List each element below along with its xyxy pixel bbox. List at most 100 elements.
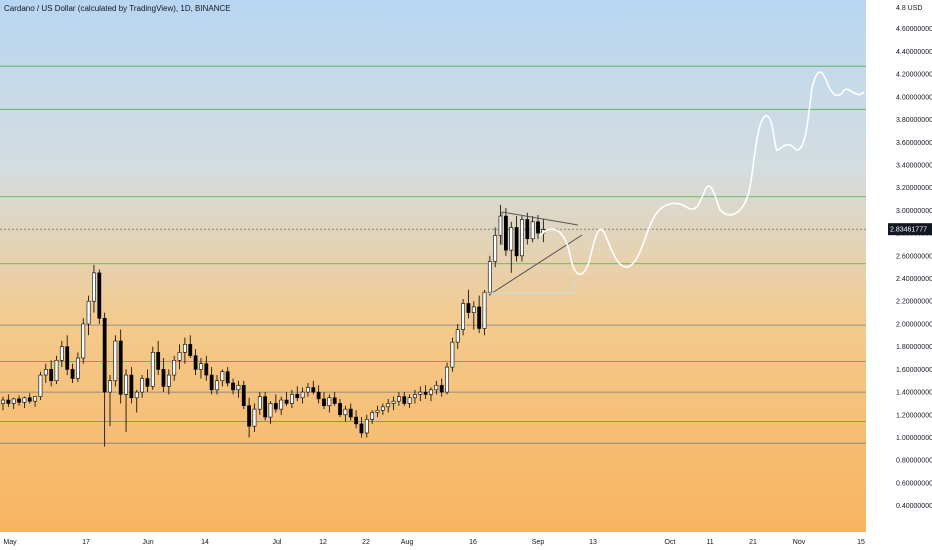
candle-body bbox=[118, 340, 123, 395]
candle-body bbox=[54, 359, 59, 382]
y-tick-label: 2.40000000 bbox=[896, 276, 932, 283]
x-tick-label: May bbox=[3, 539, 17, 546]
candle-body bbox=[17, 398, 21, 403]
candle-body bbox=[525, 219, 530, 240]
time-axis-panel[interactable] bbox=[0, 532, 866, 550]
x-tick-label: 13 bbox=[589, 539, 597, 546]
y-tick-label: 2.60000000 bbox=[896, 253, 932, 260]
candle-body bbox=[199, 363, 203, 370]
candle-body bbox=[289, 394, 294, 404]
candle-body bbox=[59, 346, 64, 361]
candle-body bbox=[172, 359, 177, 376]
candle-body bbox=[536, 221, 540, 234]
candle-body bbox=[375, 409, 380, 413]
current-price-badge bbox=[888, 223, 932, 236]
candle-body bbox=[343, 408, 348, 416]
candle-body bbox=[386, 403, 391, 408]
candle-body bbox=[188, 344, 193, 357]
candle-body bbox=[471, 306, 476, 313]
candle-body bbox=[204, 363, 209, 376]
x-tick-label: 15 bbox=[857, 539, 865, 546]
candle-body bbox=[418, 391, 423, 395]
candle-body bbox=[407, 397, 412, 404]
candle-body bbox=[450, 341, 455, 368]
candle-body bbox=[364, 419, 369, 434]
measure-line bbox=[489, 280, 575, 294]
candle-body bbox=[225, 371, 230, 384]
candle-body bbox=[354, 416, 359, 425]
y-tick-label: 3.20000000 bbox=[896, 185, 932, 192]
candle-body bbox=[338, 403, 342, 416]
candle-body bbox=[445, 366, 449, 393]
candle-body bbox=[493, 235, 498, 262]
projection-path bbox=[539, 71, 865, 275]
candle-body bbox=[236, 384, 241, 391]
candle-body bbox=[461, 303, 466, 330]
candle-body bbox=[1, 399, 5, 404]
candle-body bbox=[466, 303, 471, 313]
candle-body bbox=[514, 227, 519, 257]
candle-body bbox=[145, 378, 150, 387]
triangle-upper-line bbox=[501, 211, 579, 226]
x-tick-label: 17 bbox=[82, 539, 90, 546]
current-price-label: 2.83461777 bbox=[890, 227, 927, 234]
candle-body bbox=[6, 399, 11, 404]
x-tick-label: Aug bbox=[401, 539, 414, 546]
x-tick-label: 11 bbox=[706, 539, 713, 546]
y-tick-label: 0.80000000 bbox=[896, 458, 932, 465]
x-tick-label: Sep bbox=[532, 539, 545, 546]
x-tick-label: 16 bbox=[469, 539, 477, 546]
candle-body bbox=[215, 380, 219, 391]
candle-body bbox=[477, 306, 482, 329]
candle-body bbox=[322, 398, 326, 407]
candle-body bbox=[396, 396, 401, 402]
x-tick-label: 21 bbox=[749, 539, 757, 546]
x-tick-label: Jun bbox=[142, 539, 153, 546]
candle-body bbox=[124, 374, 128, 395]
candle-body bbox=[81, 323, 86, 359]
x-tick-label: 12 bbox=[319, 539, 327, 546]
x-tick-label: Oct bbox=[665, 539, 676, 546]
candle-body bbox=[252, 408, 257, 427]
candle-body bbox=[102, 317, 107, 393]
candle-body bbox=[380, 406, 385, 411]
x-tick-label: 22 bbox=[362, 539, 370, 546]
candle-body bbox=[150, 352, 155, 387]
triangle-lower-line bbox=[488, 234, 583, 296]
candle-body bbox=[429, 389, 433, 395]
candle-body bbox=[156, 352, 161, 370]
candle-body bbox=[503, 215, 508, 251]
candle-body bbox=[38, 374, 43, 397]
candle-body bbox=[241, 384, 246, 407]
candle-body bbox=[43, 369, 48, 376]
candle-body bbox=[108, 380, 112, 393]
candle-body bbox=[113, 340, 118, 382]
price-axis-panel[interactable] bbox=[866, 0, 932, 550]
candle-body bbox=[509, 227, 514, 251]
candle-body bbox=[284, 399, 289, 404]
candle-body bbox=[209, 374, 214, 391]
candle-body bbox=[220, 371, 225, 382]
y-tick-label: 4.40000000 bbox=[896, 49, 932, 56]
candle-body bbox=[359, 423, 364, 434]
y-tick-label: 2.00000000 bbox=[896, 321, 932, 328]
candle-body bbox=[257, 396, 262, 410]
y-tick-label: 4.00000000 bbox=[896, 94, 932, 101]
y-tick-label: 3.60000000 bbox=[896, 140, 932, 147]
candle-body bbox=[316, 391, 321, 400]
x-tick-label: Nov bbox=[793, 539, 806, 546]
y-tick-label: 3.40000000 bbox=[896, 162, 932, 169]
candle-body bbox=[263, 396, 268, 418]
candle-body bbox=[413, 394, 417, 399]
y-tick-label: 1.20000000 bbox=[896, 412, 932, 419]
candle-body bbox=[76, 357, 80, 379]
y-tick-label: 3.80000000 bbox=[896, 117, 932, 124]
chart-title: Cardano / US Dollar (calculated by Tradi… bbox=[4, 4, 231, 13]
candle-body bbox=[327, 397, 332, 407]
y-tick-label: 1.00000000 bbox=[896, 435, 932, 442]
candle-body bbox=[348, 408, 353, 418]
candle-body bbox=[70, 369, 75, 379]
